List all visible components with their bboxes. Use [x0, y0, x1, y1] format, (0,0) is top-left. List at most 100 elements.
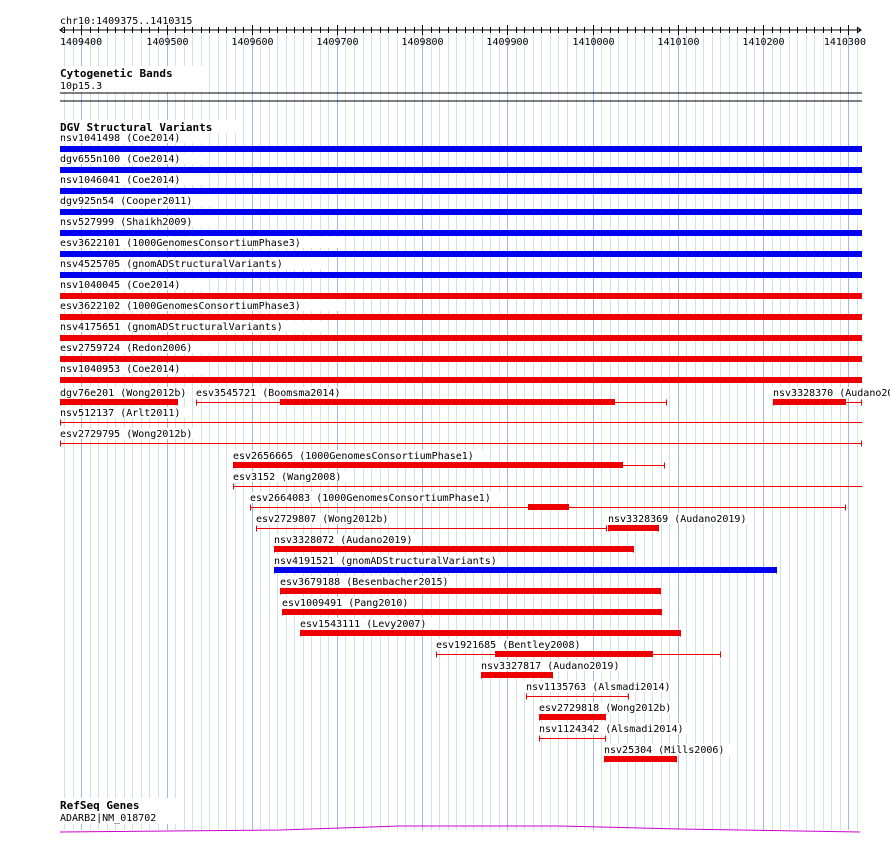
sv-feature[interactable]: nsv4175651 (gnomADStructuralVariants) [57, 321, 862, 341]
sv-feature[interactable]: esv3622102 (1000GenomesConsortiumPhase3) [57, 300, 862, 320]
sv-feature[interactable]: esv1009491 (Pang2010) [280, 597, 662, 616]
sv-feature[interactable]: nsv1124342 (Alsmadi2014) [537, 723, 690, 742]
sv-feature[interactable]: nsv3328369 (Audano2019) [606, 513, 753, 532]
sv-feature-bar[interactable] [60, 230, 862, 236]
sv-feature[interactable]: nsv1046041 (Coe2014) [57, 174, 862, 194]
sv-feature-label: esv2729807 (Wong2012b) [256, 514, 388, 525]
ruler-left-arrow [59, 26, 65, 34]
cytoband-label: 10p15.3 [60, 81, 102, 92]
sv-feature-label: esv2664083 (1000GenomesConsortiumPhase1) [250, 493, 491, 504]
cytoband-track-title: Cytogenetic Bands [60, 67, 173, 80]
sv-feature[interactable]: nsv3328370 (Audano2019) [771, 387, 890, 406]
sv-feature[interactable]: esv3152 (Wang2008) [231, 471, 862, 490]
sv-feature-bar[interactable] [481, 672, 553, 678]
sv-feature-label: nsv1040045 (Coe2014) [60, 280, 180, 291]
sv-feature-label: esv3622101 (1000GenomesConsortiumPhase3) [60, 238, 301, 249]
sv-feature[interactable]: dgv76e201 (Wong2012b) [58, 387, 193, 406]
sv-feature-bar[interactable] [60, 188, 862, 194]
sv-feature-label: dgv76e201 (Wong2012b) [60, 388, 186, 399]
sv-feature-bar[interactable] [280, 588, 661, 594]
sv-feature[interactable]: nsv1040953 (Coe2014) [57, 363, 862, 383]
sv-feature-bar[interactable] [60, 209, 862, 215]
refseq-track-title: RefSeq Genes [60, 799, 139, 812]
sv-feature-bar[interactable] [773, 399, 846, 405]
sv-feature-label: nsv3328369 (Audano2019) [608, 514, 746, 525]
cytoband-track: Cytogenetic Bands 10p15.3 [57, 66, 862, 102]
sv-feature-bar[interactable] [233, 462, 623, 468]
ruler-tick-label: 1410200 [742, 37, 784, 48]
sv-feature-bar[interactable] [60, 272, 862, 278]
sv-feature[interactable]: esv3545721 (Boomsma2014) [194, 387, 667, 406]
sv-feature-label: esv1543111 (Levy2007) [300, 619, 426, 630]
sv-feature[interactable]: dgv925n54 (Cooper2011) [57, 195, 862, 215]
sv-feature[interactable]: esv1543111 (Levy2007) [298, 618, 681, 637]
sv-feature[interactable]: nsv25304 (Mills2006) [602, 744, 730, 763]
sv-feature[interactable]: nsv512137 (Arlt2011) [58, 407, 862, 426]
sv-feature-bar[interactable] [60, 167, 862, 173]
sv-feature[interactable]: esv2729818 (Wong2012b) [537, 702, 678, 721]
sv-feature-label: esv1921685 (Bentley2008) [436, 640, 581, 651]
sv-feature-label: nsv1124342 (Alsmadi2014) [539, 724, 684, 735]
sv-feature[interactable]: esv1921685 (Bentley2008) [434, 639, 721, 658]
sv-feature-bar[interactable] [300, 630, 681, 636]
sv-feature-label: nsv25304 (Mills2006) [604, 745, 724, 756]
ruler-tick-label: 1409400 [60, 37, 102, 48]
sv-feature-bar[interactable] [280, 399, 615, 405]
sv-feature-bar[interactable] [60, 314, 862, 320]
sv-feature-bar[interactable] [528, 504, 569, 510]
sv-feature-bar[interactable] [60, 377, 862, 383]
sv-feature[interactable]: esv2759724 (Redon2006) [57, 342, 862, 362]
sv-feature-label: nsv1135763 (Alsmadi2014) [526, 682, 671, 693]
sv-feature[interactable]: nsv1041498 (Coe2014) [57, 132, 862, 152]
ruler-tick-label: 1409500 [146, 37, 188, 48]
refseq-track: RefSeq Genes ADARB2|NM_018702 [57, 798, 861, 833]
sv-feature[interactable]: nsv3328072 (Audano2019) [272, 534, 634, 553]
sv-feature-bar[interactable] [274, 567, 777, 573]
dgv-structural-variants-track: DGV Structural Variants nsv1041498 (Coe2… [57, 120, 890, 763]
sv-feature[interactable]: esv2729807 (Wong2012b) [254, 513, 607, 532]
sv-feature[interactable]: nsv4191521 (gnomADStructuralVariants) [272, 555, 777, 574]
dgv-track-title: DGV Structural Variants [60, 121, 212, 134]
sv-feature-bar[interactable] [604, 756, 677, 762]
sv-feature[interactable]: esv3679188 (Besenbacher2015) [278, 576, 661, 595]
refseq-gene-feature[interactable] [59, 825, 861, 833]
sv-feature[interactable]: esv2656665 (1000GenomesConsortiumPhase1) [231, 450, 665, 469]
sv-feature[interactable]: nsv527999 (Shaikh2009) [57, 216, 862, 236]
sv-feature-bar[interactable] [60, 399, 178, 405]
sv-feature-label: nsv527999 (Shaikh2009) [60, 217, 192, 228]
sv-feature[interactable]: nsv1135763 (Alsmadi2014) [524, 681, 677, 700]
sv-feature[interactable]: esv3622101 (1000GenomesConsortiumPhase3) [57, 237, 862, 257]
sv-feature-label: esv3679188 (Besenbacher2015) [280, 577, 449, 588]
sv-feature-label: dgv655n100 (Coe2014) [60, 154, 180, 165]
sv-feature-bar[interactable] [282, 609, 662, 615]
sv-feature-label: nsv1041498 (Coe2014) [60, 133, 180, 144]
sv-feature-label: nsv512137 (Arlt2011) [60, 408, 180, 419]
sv-feature-bar[interactable] [60, 293, 862, 299]
sv-feature-label: esv3622102 (1000GenomesConsortiumPhase3) [60, 301, 301, 312]
ruler-tick-label: 1410300 [824, 37, 866, 48]
sv-feature-bar[interactable] [539, 714, 606, 720]
sv-feature-label: nsv3327817 (Audano2019) [481, 661, 619, 672]
sv-feature[interactable]: esv2729795 (Wong2012b) [58, 428, 862, 447]
sv-feature-label: nsv4525705 (gnomADStructuralVariants) [60, 259, 283, 270]
sv-feature[interactable]: nsv3327817 (Audano2019) [479, 660, 626, 679]
sv-feature-bar[interactable] [495, 651, 653, 657]
sv-feature[interactable]: nsv4525705 (gnomADStructuralVariants) [57, 258, 862, 278]
ruler-tick-label: 1409900 [486, 37, 528, 48]
sv-feature-bar[interactable] [608, 525, 659, 531]
sv-feature-bar[interactable] [60, 335, 862, 341]
sv-feature-bar[interactable] [60, 356, 862, 362]
sv-feature-label: esv2656665 (1000GenomesConsortiumPhase1) [233, 451, 474, 462]
sv-feature[interactable]: dgv655n100 (Coe2014) [57, 153, 862, 173]
sv-feature-label: nsv4191521 (gnomADStructuralVariants) [274, 556, 497, 567]
sv-feature-bar[interactable] [60, 251, 862, 257]
sv-feature-bar[interactable] [274, 546, 634, 552]
sv-feature[interactable]: nsv1040045 (Coe2014) [57, 279, 862, 299]
refseq-gene-label[interactable]: ADARB2|NM_018702 [60, 813, 156, 824]
sv-feature-bar[interactable] [60, 146, 862, 152]
ruler-right-arrow [856, 26, 862, 34]
sv-feature-label: esv2729795 (Wong2012b) [60, 429, 192, 440]
sv-feature[interactable]: esv2664083 (1000GenomesConsortiumPhase1) [248, 492, 846, 511]
